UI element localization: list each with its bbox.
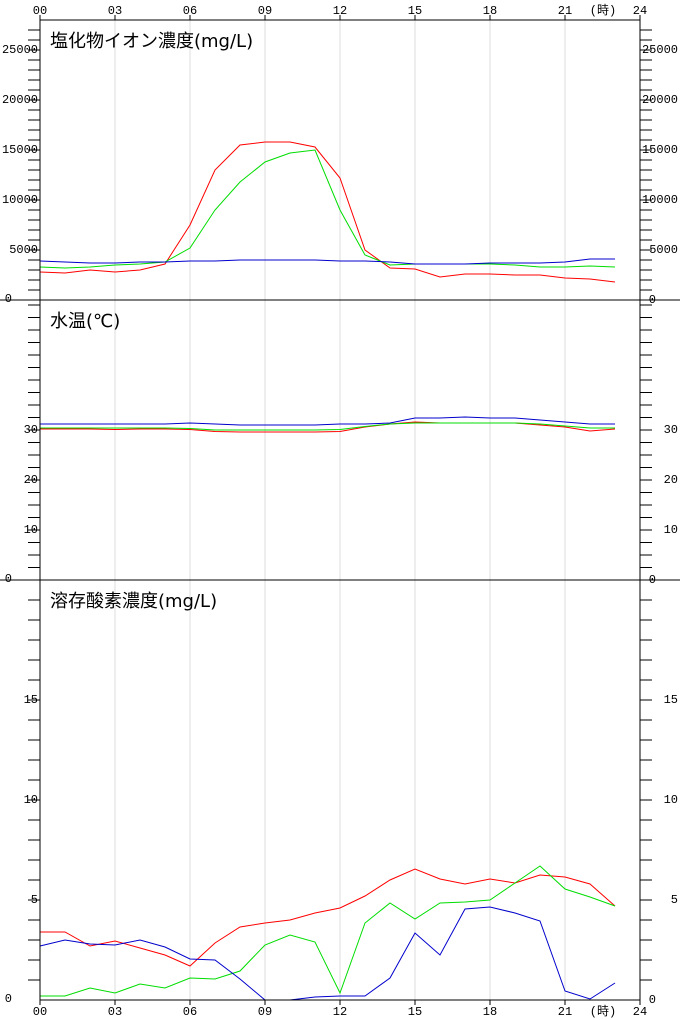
x-tick-label: 12	[333, 1005, 347, 1019]
x-tick-label: 09	[258, 1005, 272, 1019]
y-tick-label: 10	[664, 793, 678, 807]
data-line	[39, 258, 615, 265]
x-tick-label: 03	[108, 4, 122, 18]
x-tick-label: 06	[183, 4, 197, 18]
y-tick-label: 10	[24, 793, 38, 807]
y-tick-label: 5	[31, 893, 38, 907]
data-line	[40, 865, 616, 997]
y-tick-label: 0	[5, 572, 12, 586]
panel-title: 水温(℃)	[50, 311, 120, 332]
y-tick-label: 15	[24, 693, 38, 707]
x-tick-label: 21	[558, 4, 572, 18]
x-tick-label: 21	[558, 1005, 572, 1019]
panel-title: 塩化物イオン濃度(mg/L)	[50, 31, 253, 52]
y-tick-label: 15000	[2, 143, 38, 157]
data-line	[40, 422, 615, 431]
x-axis-label: (時)	[590, 3, 616, 18]
x-tick-label: 03	[108, 1005, 122, 1019]
y-tick-label: 0	[5, 292, 12, 306]
x-tick-label: 18	[483, 4, 497, 18]
x-tick-label: 15	[408, 4, 422, 18]
y-tick-label: 10000	[2, 193, 38, 207]
x-axis-label: (時)	[590, 1004, 616, 1019]
data-line	[40, 868, 616, 967]
y-tick-label: 10000	[642, 193, 678, 207]
y-tick-label: 20000	[2, 93, 38, 107]
x-tick-label: 18	[483, 1005, 497, 1019]
x-tick-label: 24	[633, 1005, 647, 1019]
y-tick-label: 0	[5, 992, 12, 1006]
y-tick-label: 20	[664, 473, 678, 487]
x-tick-label: 00	[33, 4, 47, 18]
y-tick-label: 25000	[2, 43, 38, 57]
y-tick-label: 15	[664, 693, 678, 707]
y-tick-label: 20000	[642, 93, 678, 107]
y-tick-label: 0	[649, 993, 656, 1007]
y-tick-label: 10	[664, 523, 678, 537]
x-tick-label: 24	[633, 4, 647, 18]
x-tick-label: 06	[183, 1005, 197, 1019]
y-tick-label: 20	[24, 473, 38, 487]
data-line	[39, 149, 616, 269]
y-tick-label: 5	[671, 893, 678, 907]
y-tick-label: 30	[664, 423, 678, 437]
y-tick-label: 5000	[649, 243, 678, 257]
y-tick-label: 25000	[642, 43, 678, 57]
panel-title: 溶存酸素濃度(mg/L)	[50, 591, 217, 612]
y-tick-label: 10	[24, 523, 38, 537]
y-tick-label: 15000	[642, 143, 678, 157]
data-line	[39, 141, 616, 283]
data-line	[40, 416, 615, 426]
y-tick-label: 30	[24, 423, 38, 437]
x-tick-label: 09	[258, 4, 272, 18]
x-tick-label: 15	[408, 1005, 422, 1019]
x-tick-label: 12	[333, 4, 347, 18]
x-tick-label: 00	[33, 1005, 47, 1019]
y-tick-label: 5000	[9, 243, 38, 257]
data-line	[39, 906, 616, 1001]
